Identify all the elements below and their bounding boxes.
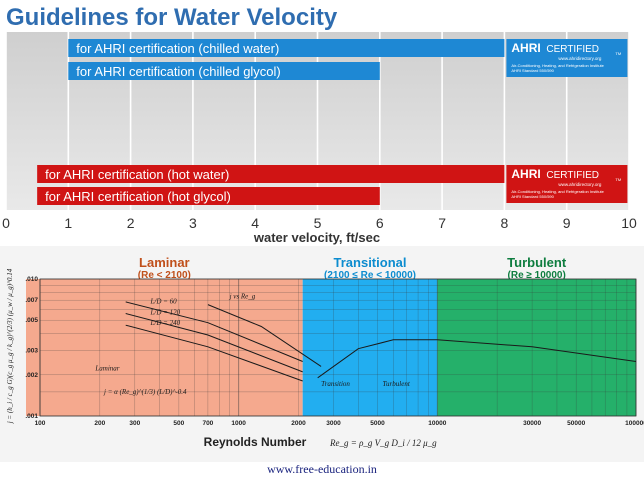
regime-region (302, 279, 438, 416)
velocity-tick-label: 8 (501, 215, 509, 231)
region-name: Turbulent (507, 255, 567, 270)
trademark-mark: TM (615, 177, 621, 182)
reynolds-y-tick-label: .001 (25, 413, 38, 420)
reynolds-x-tick-label: 700 (202, 420, 213, 427)
reynolds-x-tick-label: 500 (173, 420, 184, 427)
velocity-tick-label: 0 (2, 215, 10, 231)
reynolds-y-tick-label: .002 (25, 372, 38, 379)
reynolds-y-tick-label: .010 (25, 276, 38, 283)
ahri-certified-badge: AHRI CERTIFIED TM www.ahridirectory.org Air-… (506, 165, 628, 203)
velocity-bar-label: for AHRI certification (hot glycol) (45, 189, 231, 204)
reynolds-series-line (207, 304, 322, 367)
velocity-bar-label: for AHRI certification (hot water) (45, 167, 229, 182)
reynolds-y-tick-label: .007 (25, 297, 38, 304)
badge-standard: AHRI Standard 550/590 (511, 68, 554, 73)
reynolds-series-line (125, 313, 303, 373)
ahri-logo: AHRI (511, 167, 540, 181)
badge-institute: Air-Conditioning, Heating, and Refrigera… (511, 189, 604, 194)
reynolds-x-tick-label: 2000 (291, 420, 306, 427)
badge-site: www.ahridirectory.org (558, 182, 601, 187)
reynolds-y-axis-label: j = (h_i / c_g G)(c_g μ_g / k_g)^(2/3) (… (6, 268, 14, 424)
reynolds-annotation: Laminar (94, 364, 119, 372)
reynolds-x-tick-label: 100000 (625, 420, 644, 427)
region-range: (Re ≥ 10000) (508, 270, 566, 281)
velocity-tick-label: 2 (127, 215, 135, 231)
velocity-bar (68, 39, 505, 57)
velocity-tick-label: 5 (314, 215, 322, 231)
velocity-tick-label: 7 (438, 215, 446, 231)
reynolds-x-tick-label: 1000 (231, 420, 246, 427)
reynolds-y-tick-label: .003 (25, 348, 38, 355)
region-range: (Re < 2100) (138, 270, 191, 281)
reynolds-series-line (317, 339, 637, 379)
reynolds-y-tick-label: .005 (25, 317, 38, 324)
velocity-bars: for AHRI certification (chilled water) fo… (37, 39, 505, 205)
velocity-tick-label: 9 (563, 215, 571, 231)
ahri-certified-badge: AHRI CERTIFIED TM www.ahridirectory.org Air-… (506, 39, 628, 77)
slide-title: Guidelines for Water Velocity (6, 4, 338, 31)
regime-region (26, 279, 303, 416)
velocity-bar (68, 62, 380, 80)
velocity-bar (37, 187, 380, 205)
reynolds-x-tick-label: 100 (35, 420, 46, 427)
velocity-bar (37, 165, 505, 183)
reynolds-series-line (125, 324, 303, 382)
reynolds-annotation: j vs Re_g (229, 293, 256, 301)
reynolds-x-tick-label: 5000 (370, 420, 385, 427)
certified-badges: AHRI CERTIFIED TM www.ahridirectory.org Air-… (506, 39, 628, 203)
trademark-mark: TM (615, 51, 621, 56)
reynolds-gridlines (39, 278, 637, 417)
reynolds-annotations: L/D = 60 L/D = 120 L/D = 240 j vs Re_g Lamin… (94, 293, 410, 396)
certified-text: CERTIFIED (546, 170, 599, 181)
reynolds-tick-labels: 100 200 300 500 700 1000 2000 3000 5000 10000 3000… (25, 276, 644, 427)
reynolds-annotation: Turbulent (383, 380, 411, 388)
badge-standard: AHRI Standard 550/590 (511, 194, 554, 199)
velocity-tick-label: 1 (64, 215, 72, 231)
reynolds-x-tick-label: 50000 (567, 420, 585, 427)
velocity-axis-label: water velocity, ft/sec (253, 230, 380, 245)
velocity-tick-label: 10 (621, 215, 637, 231)
reynolds-chart: Laminar(Re < 2100)Transitional(2100 ≤ Re… (0, 246, 644, 462)
velocity-tick-label: 4 (251, 215, 259, 231)
badge-site: www.ahridirectory.org (558, 56, 601, 61)
velocity-tick-label: 3 (189, 215, 197, 231)
velocity-tick-labels: 0 1 2 3 4 5 6 7 8 9 10 (2, 215, 637, 231)
reynolds-x-tick-label: 30000 (523, 420, 541, 427)
credit-text: www.free-education.in (267, 462, 377, 476)
reynolds-annotation: j = α (Re_g)^(1/3) (L/D)^-0.4 (103, 388, 187, 396)
reynolds-annotation: L/D = 60 (150, 298, 178, 306)
region-range: (2100 ≤ Re < 10000) (324, 270, 416, 281)
region-name: Transitional (334, 255, 407, 270)
reynolds-x-tick-label: 200 (94, 420, 105, 427)
reynolds-x-tick-label: 3000 (326, 420, 341, 427)
badge-institute: Air-Conditioning, Heating, and Refrigera… (511, 63, 604, 68)
velocity-bar-label: for AHRI certification (chilled water) (76, 41, 279, 56)
reynolds-x-axis-label: Reynolds Number (204, 435, 307, 449)
reynolds-formula: Re_g = ρ_g V_g D_i / 12 μ_g (329, 438, 437, 448)
velocity-bar-label: for AHRI certification (chilled glycol) (76, 64, 280, 79)
reynolds-x-tick-label: 300 (129, 420, 140, 427)
ahri-logo: AHRI (511, 41, 540, 55)
reynolds-series-line (125, 301, 303, 362)
region-name: Laminar (139, 255, 190, 270)
velocity-chart: Guidelines for Water Velocity for AHRI c… (2, 4, 637, 245)
reynolds-annotation: Transition (321, 380, 350, 388)
reynolds-x-tick-label: 10000 (428, 420, 446, 427)
certified-text: CERTIFIED (546, 44, 599, 55)
reynolds-annotation: L/D = 240 (150, 319, 181, 327)
reynolds-plot-frame (39, 278, 637, 417)
reynolds-annotation: L/D = 120 (150, 309, 181, 317)
reynolds-series (125, 301, 637, 382)
velocity-tick-label: 6 (376, 215, 384, 231)
region-labels: Laminar(Re < 2100) Transitional(2100 ≤ Re… (138, 255, 567, 281)
